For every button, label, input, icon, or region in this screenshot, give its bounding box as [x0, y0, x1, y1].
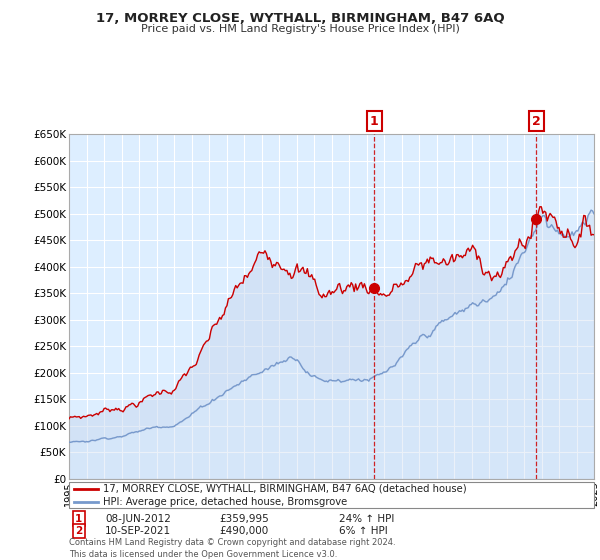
Text: 17, MORREY CLOSE, WYTHALL, BIRMINGHAM, B47 6AQ (detached house): 17, MORREY CLOSE, WYTHALL, BIRMINGHAM, B… [103, 484, 467, 494]
Text: Contains HM Land Registry data © Crown copyright and database right 2024.
This d: Contains HM Land Registry data © Crown c… [69, 538, 395, 559]
Text: £490,000: £490,000 [219, 526, 268, 536]
Text: 08-JUN-2012: 08-JUN-2012 [105, 514, 171, 524]
FancyBboxPatch shape [69, 482, 594, 508]
Text: 10-SEP-2021: 10-SEP-2021 [105, 526, 171, 536]
Text: HPI: Average price, detached house, Bromsgrove: HPI: Average price, detached house, Brom… [103, 497, 347, 507]
Text: £359,995: £359,995 [219, 514, 269, 524]
Text: 17, MORREY CLOSE, WYTHALL, BIRMINGHAM, B47 6AQ: 17, MORREY CLOSE, WYTHALL, BIRMINGHAM, B… [95, 12, 505, 25]
Text: 6% ↑ HPI: 6% ↑ HPI [339, 526, 388, 536]
Text: Price paid vs. HM Land Registry's House Price Index (HPI): Price paid vs. HM Land Registry's House … [140, 24, 460, 34]
Text: 2: 2 [532, 114, 541, 128]
Text: 1: 1 [75, 514, 82, 524]
Text: 1: 1 [370, 114, 379, 128]
Text: 2: 2 [75, 526, 82, 536]
Text: 24% ↑ HPI: 24% ↑ HPI [339, 514, 394, 524]
